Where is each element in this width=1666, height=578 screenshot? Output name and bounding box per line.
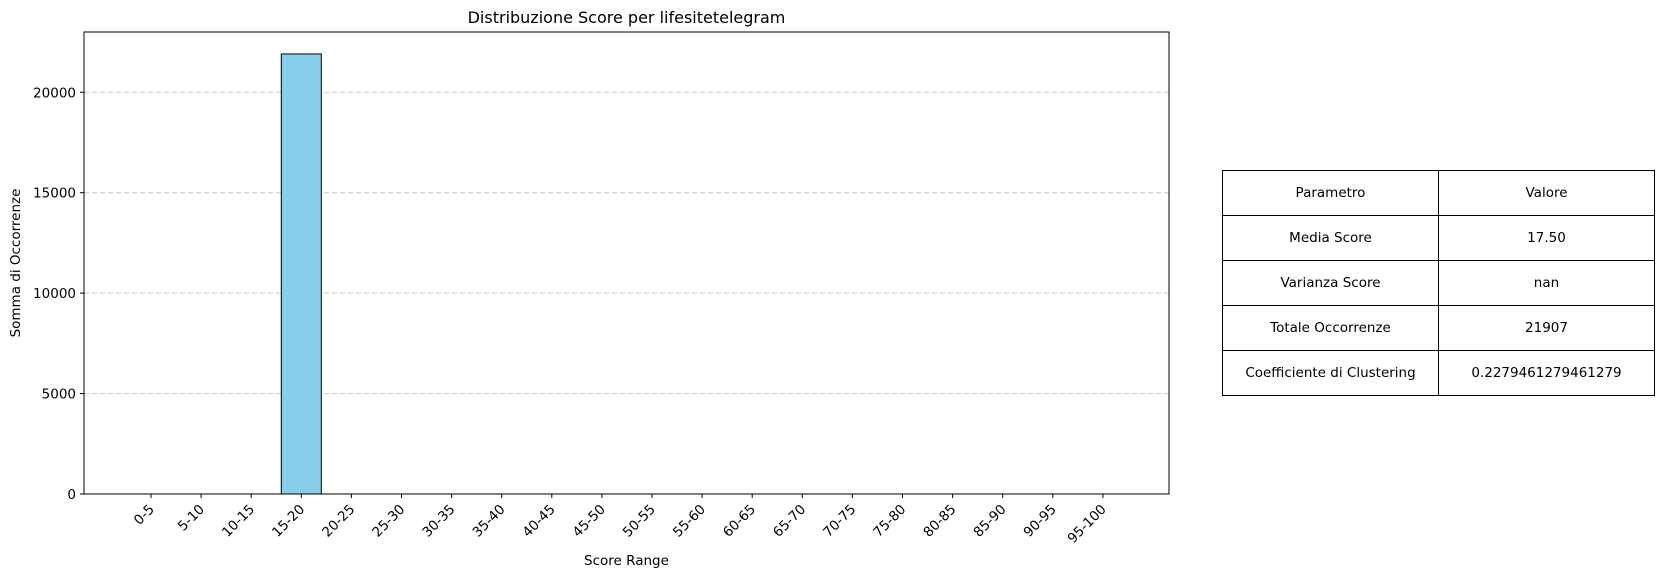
table-cell-param: Parametro xyxy=(1222,170,1439,216)
x-tick-label: 80-85 xyxy=(920,502,959,541)
table-header-row: Parametro Valore xyxy=(1222,170,1655,216)
table-cell-param: Totale Occorrenze xyxy=(1222,305,1439,351)
y-tick-label: 10000 xyxy=(33,286,76,302)
x-tick-label: 10-15 xyxy=(219,502,258,541)
grid-lines xyxy=(84,91,1169,395)
table-row: Coefficiente di Clustering 0.227946127946… xyxy=(1222,350,1655,396)
y-tick-label: 5000 xyxy=(42,387,76,403)
x-tick-label: 60-65 xyxy=(720,502,759,541)
x-tick-label: 40-45 xyxy=(520,502,559,541)
y-tick-label: 15000 xyxy=(33,186,76,202)
x-tick-label: 5-10 xyxy=(175,502,208,535)
y-axis-ticks: 0 5000 10000 15000 20000 xyxy=(33,85,84,503)
x-tick-label: 15-20 xyxy=(269,502,308,541)
x-tick-label: 45-50 xyxy=(570,502,609,541)
table-cell-value: Valore xyxy=(1438,170,1655,216)
x-tick-label: 35-40 xyxy=(469,502,508,541)
chart-title: Distribuzione Score per lifesitetelegram xyxy=(468,8,786,27)
table-cell-value: 21907 xyxy=(1438,305,1655,351)
y-tick-label: 20000 xyxy=(33,85,76,101)
x-tick-label: 65-70 xyxy=(770,502,809,541)
table-cell-param: Coefficiente di Clustering xyxy=(1222,350,1439,396)
x-tick-label: 70-75 xyxy=(820,502,859,541)
bars xyxy=(280,53,322,495)
stats-table: Parametro Valore Media Score 17.50 Varianza … xyxy=(1222,170,1655,396)
x-tick-label: 90-95 xyxy=(1021,502,1060,541)
x-tick-label: 50-55 xyxy=(620,502,659,541)
x-tick-label: 0-5 xyxy=(131,502,158,529)
table-cell-value: nan xyxy=(1438,260,1655,306)
table-row: Totale Occorrenze 21907 xyxy=(1222,305,1655,351)
x-axis-ticks: 0-5 5-10 10-15 15-20 20-25 25-30 30-35 35-40 40-… xyxy=(131,494,1110,547)
x-axis-label: Score Range xyxy=(584,553,669,569)
y-axis-label: Somma di Occorrenze xyxy=(8,189,24,338)
table-cell-value: 17.50 xyxy=(1438,215,1655,261)
table-cell-param: Varianza Score xyxy=(1222,260,1439,306)
x-tick-label: 95-100 xyxy=(1065,502,1110,547)
table-row: Varianza Score nan xyxy=(1222,260,1655,306)
x-tick-label: 55-60 xyxy=(670,502,709,541)
y-tick-label: 0 xyxy=(67,487,76,503)
x-tick-label: 75-80 xyxy=(870,502,909,541)
x-tick-label: 30-35 xyxy=(419,502,458,541)
plot-frame xyxy=(83,31,1170,495)
x-tick-label: 25-30 xyxy=(369,502,408,541)
table-cell-param: Media Score xyxy=(1222,215,1439,261)
bar-15-20 xyxy=(280,53,322,495)
table-cell-value: 0.2279461279461279 xyxy=(1438,350,1655,396)
table-row: Media Score 17.50 xyxy=(1222,215,1655,261)
x-tick-label: 85-90 xyxy=(970,502,1009,541)
x-tick-label: 20-25 xyxy=(319,502,358,541)
